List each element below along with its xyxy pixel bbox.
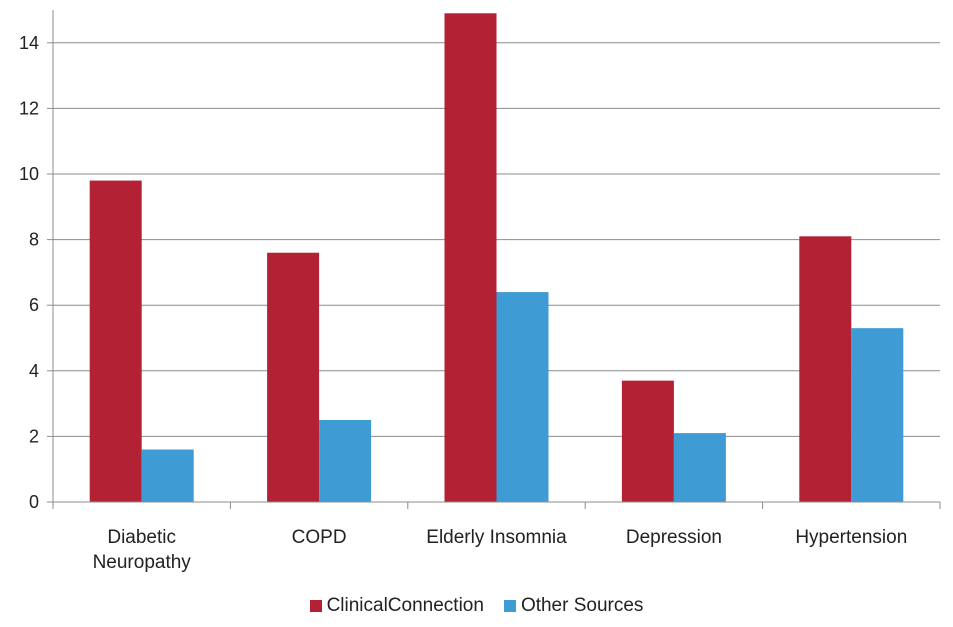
y-tick-label: 2 bbox=[29, 426, 39, 446]
bar bbox=[319, 420, 372, 502]
bar bbox=[673, 433, 726, 502]
y-tick-label: 14 bbox=[19, 33, 39, 53]
y-tick-label: 4 bbox=[29, 361, 39, 381]
x-tick-label: COPD bbox=[292, 527, 347, 548]
bar bbox=[141, 449, 194, 502]
y-tick-label: 0 bbox=[29, 492, 39, 512]
x-tick-label: Hypertension bbox=[795, 527, 907, 548]
y-tick-label: 10 bbox=[19, 164, 39, 184]
legend-swatch-other-sources bbox=[503, 600, 516, 612]
x-tick-label: Elderly Insomnia bbox=[426, 527, 567, 548]
chart-legend: ClinicalConnection Other Sources bbox=[0, 595, 953, 617]
bar bbox=[496, 292, 549, 502]
bar bbox=[851, 328, 904, 502]
legend-label-clinicalconnection: ClinicalConnection bbox=[326, 595, 484, 616]
legend-item-other-sources: Other Sources bbox=[503, 595, 644, 617]
y-tick-label: 6 bbox=[29, 295, 39, 315]
y-tick-label: 8 bbox=[29, 230, 39, 250]
x-tick-label: Depression bbox=[626, 527, 722, 548]
x-tick-label: Diabetic Neuropathy bbox=[93, 527, 192, 573]
legend-item-clinicalconnection: ClinicalConnection bbox=[309, 595, 484, 617]
legend-label-other-sources: Other Sources bbox=[520, 595, 644, 616]
bar bbox=[621, 380, 674, 502]
bar bbox=[89, 180, 142, 502]
bar bbox=[799, 236, 852, 502]
bar bbox=[267, 252, 320, 502]
legend-swatch-clinicalconnection bbox=[309, 600, 322, 612]
bar bbox=[444, 13, 497, 503]
y-tick-label: 12 bbox=[19, 98, 39, 118]
